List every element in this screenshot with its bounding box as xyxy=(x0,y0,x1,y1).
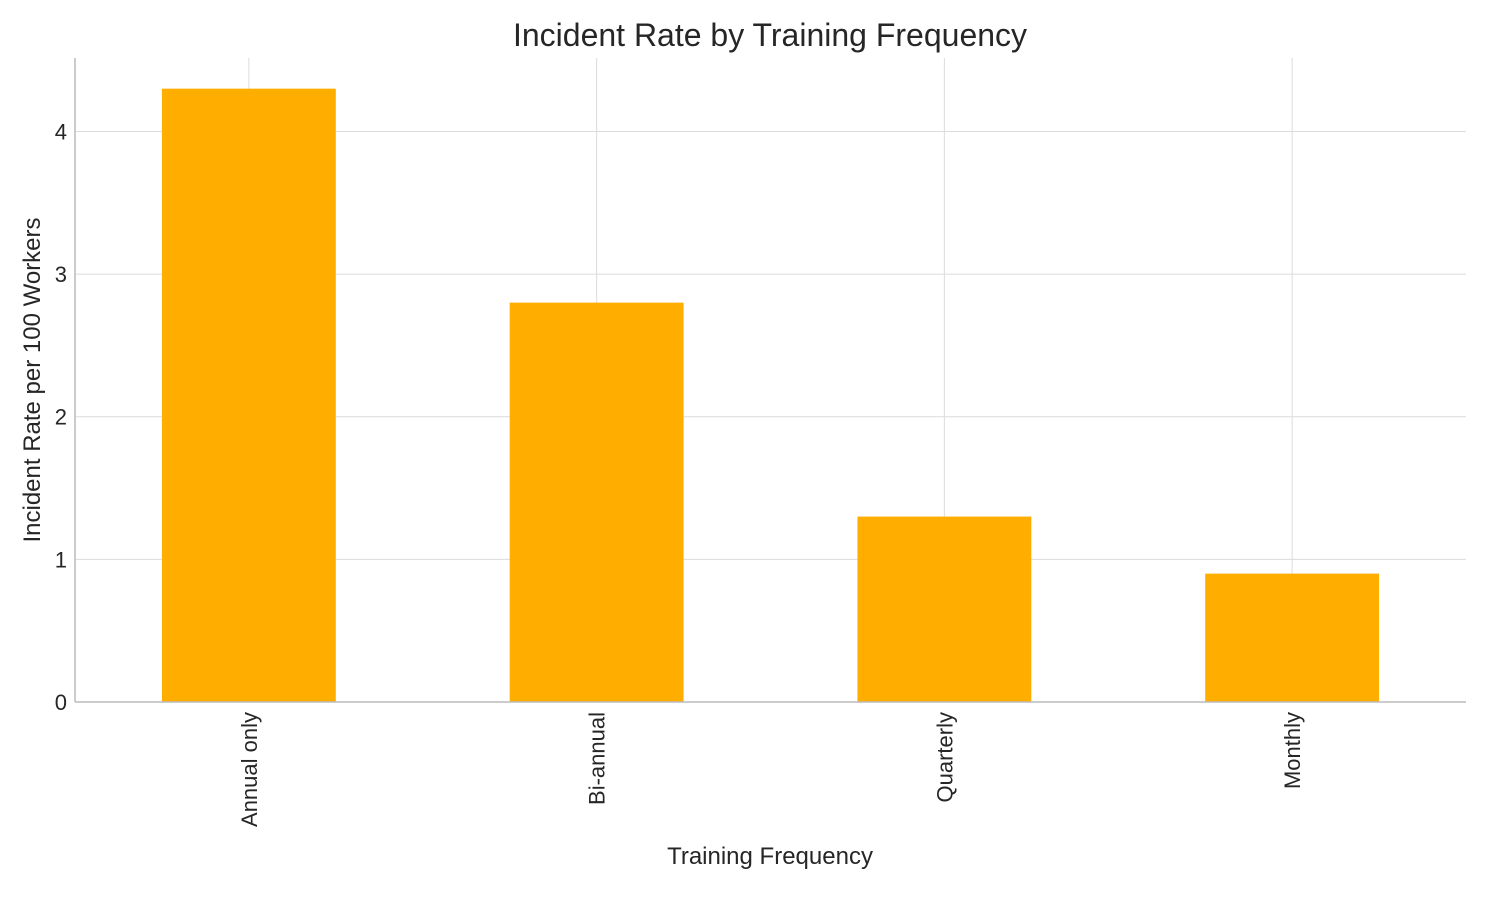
bar-bi-annual xyxy=(509,302,684,702)
y-tick-label: 1 xyxy=(55,547,67,572)
x-tick-label: Quarterly xyxy=(932,712,957,802)
bar-annual-only xyxy=(161,88,336,702)
y-axis-label: Incident Rate per 100 Workers xyxy=(19,217,46,542)
y-tick-label: 2 xyxy=(55,405,67,430)
x-axis-label: Training Frequency xyxy=(667,843,873,870)
y-tick-label: 3 xyxy=(55,262,67,287)
x-tick-label: Bi-annual xyxy=(585,712,610,805)
bar-monthly xyxy=(1205,573,1380,702)
bars xyxy=(161,88,1380,702)
x-tick-label: Monthly xyxy=(1280,712,1305,789)
y-tick-label: 4 xyxy=(55,119,67,144)
y-tick-label: 0 xyxy=(55,690,67,715)
bar-quarterly xyxy=(857,516,1032,702)
y-tick-labels: 0 1 2 3 4 xyxy=(55,119,67,715)
x-tick-labels: Annual only Bi-annual Quarterly Monthly xyxy=(237,712,1305,827)
x-tick-label: Annual only xyxy=(237,712,262,827)
chart-title: Incident Rate by Training Frequency xyxy=(513,17,1027,53)
